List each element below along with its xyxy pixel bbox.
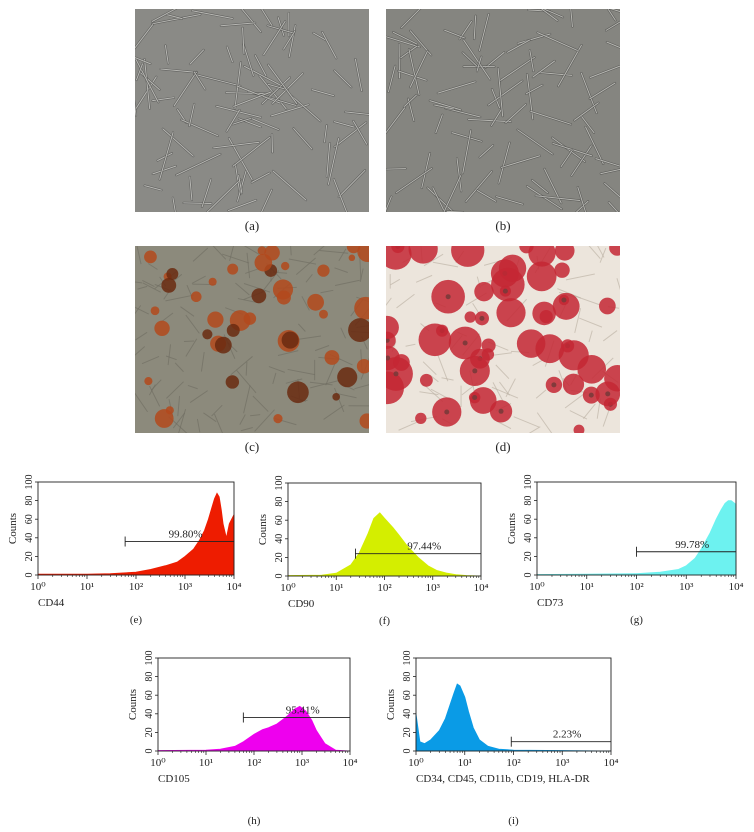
y-tick-label: 0 <box>24 573 35 578</box>
histogram-area <box>157 705 351 752</box>
x-tick-label: 10² <box>377 582 392 594</box>
photo-c-image <box>135 246 369 433</box>
panel-label: (e) <box>130 614 143 626</box>
y-tick-label: 60 <box>24 514 35 524</box>
panel-label-a: (a) <box>244 218 260 233</box>
x-tick-label: 10⁴ <box>343 757 358 769</box>
histogram-area <box>536 500 737 576</box>
y-axis-label: Counts <box>385 689 397 720</box>
panel-label: (f) <box>379 615 390 627</box>
panel-label: (g) <box>630 614 643 626</box>
y-tick-label: 100 <box>144 651 155 666</box>
histogram-area <box>287 512 482 577</box>
x-axis-label: CD90 <box>288 598 315 610</box>
x-tick-label: 10⁴ <box>474 582 489 594</box>
gate-percentage: 99.80% <box>169 529 203 541</box>
panel-label: (h) <box>248 815 261 827</box>
x-axis-label: CD105 <box>158 773 190 785</box>
y-tick-label: 60 <box>144 690 155 700</box>
histogram-i: 0 20 40 60 80 100 Counts 10⁰ 10¹ 10² 10³ 10⁴ CD34, C… <box>385 651 619 828</box>
x-axis-label: CD44 <box>38 597 65 609</box>
y-tick-label: 40 <box>274 534 285 544</box>
y-tick-label: 0 <box>402 749 413 754</box>
x-tick-label: 10⁰ <box>150 757 166 769</box>
y-tick-label: 100 <box>24 475 35 490</box>
gate-percentage: 99.78% <box>675 539 709 551</box>
photo-d <box>386 246 620 433</box>
panel-label-b: (b) <box>495 218 511 233</box>
x-tick-label: 10¹ <box>580 581 594 593</box>
x-axis-label: CD73 <box>537 597 564 609</box>
histogram-h: 0 20 40 60 80 100 Counts 10⁰ 10¹ 10² 10³ 10⁴ CD105 95… <box>127 651 358 828</box>
y-tick-label: 80 <box>402 672 413 682</box>
y-tick-label: 0 <box>523 573 534 578</box>
y-tick-label: 40 <box>144 709 155 719</box>
y-tick-label: 0 <box>274 574 285 579</box>
x-tick-label: 10³ <box>555 757 570 769</box>
y-axis-label: Counts <box>506 513 518 544</box>
histogram-e: 0 20 40 60 80 100 Counts 10⁰ 10¹ 10² 10³ 10⁴ CD44 99.… <box>7 475 242 627</box>
x-tick-label: 10² <box>129 581 144 593</box>
y-tick-label: 100 <box>402 651 413 666</box>
x-tick-label: 10⁴ <box>729 581 744 593</box>
y-axis-label: Counts <box>127 689 139 720</box>
x-tick-label: 10¹ <box>199 757 213 769</box>
photo-c <box>135 246 369 433</box>
x-tick-label: 10⁰ <box>408 757 424 769</box>
y-tick-label: 40 <box>523 533 534 543</box>
y-tick-label: 60 <box>523 514 534 524</box>
panel-label-d: (d) <box>495 439 511 454</box>
y-tick-label: 0 <box>144 749 155 754</box>
x-tick-label: 10¹ <box>329 582 343 594</box>
histogram-f: 0 20 40 60 80 100 Counts 10⁰ 10¹ 10² 10³ 10⁴ CD90 97.… <box>257 476 489 628</box>
gate-percentage: 97.44% <box>407 541 441 553</box>
photo-a-image <box>135 9 369 212</box>
photo-d-image <box>386 246 620 433</box>
y-tick-label: 100 <box>274 476 285 491</box>
histogram-area <box>37 492 235 576</box>
y-tick-label: 40 <box>402 709 413 719</box>
y-tick-label: 20 <box>523 551 534 561</box>
y-axis-label: Counts <box>257 514 269 545</box>
histogram-area <box>415 683 612 752</box>
x-tick-label: 10¹ <box>458 757 472 769</box>
x-tick-label: 10³ <box>295 757 310 769</box>
panel-label-c: (c) <box>244 439 260 454</box>
x-tick-label: 10³ <box>178 581 193 593</box>
photo-b <box>386 9 620 212</box>
y-tick-label: 60 <box>274 515 285 525</box>
x-tick-label: 10⁰ <box>280 582 296 594</box>
y-tick-label: 20 <box>274 552 285 562</box>
x-tick-label: 10⁰ <box>30 581 46 593</box>
histogram-g: 0 20 40 60 80 100 Counts 10⁰ 10¹ 10² 10³ 10⁴ CD73 99.… <box>506 475 744 627</box>
y-tick-label: 100 <box>523 475 534 490</box>
x-tick-label: 10² <box>629 581 644 593</box>
y-tick-label: 40 <box>24 533 35 543</box>
photo-b-image <box>386 9 620 212</box>
y-tick-label: 80 <box>24 496 35 506</box>
y-tick-label: 80 <box>144 672 155 682</box>
y-tick-label: 20 <box>24 551 35 561</box>
y-tick-label: 60 <box>402 690 413 700</box>
x-tick-label: 10² <box>506 757 521 769</box>
x-tick-label: 10² <box>247 757 262 769</box>
y-tick-label: 80 <box>523 496 534 506</box>
x-axis-label: CD34, CD45, CD11b, CD19, HLA-DR <box>416 773 590 785</box>
x-tick-label: 10⁰ <box>529 581 545 593</box>
y-tick-label: 80 <box>274 497 285 507</box>
y-tick-label: 20 <box>402 727 413 737</box>
x-tick-label: 10³ <box>426 582 441 594</box>
y-axis-label: Counts <box>7 513 19 544</box>
gate-percentage: 2.23% <box>553 729 581 741</box>
panel-label: (i) <box>508 815 519 827</box>
x-tick-label: 10⁴ <box>227 581 242 593</box>
x-tick-label: 10⁴ <box>604 757 619 769</box>
x-tick-label: 10³ <box>679 581 694 593</box>
photo-a <box>135 9 369 212</box>
y-tick-label: 20 <box>144 727 155 737</box>
x-tick-label: 10¹ <box>80 581 94 593</box>
gate-percentage: 95.41% <box>286 705 320 717</box>
